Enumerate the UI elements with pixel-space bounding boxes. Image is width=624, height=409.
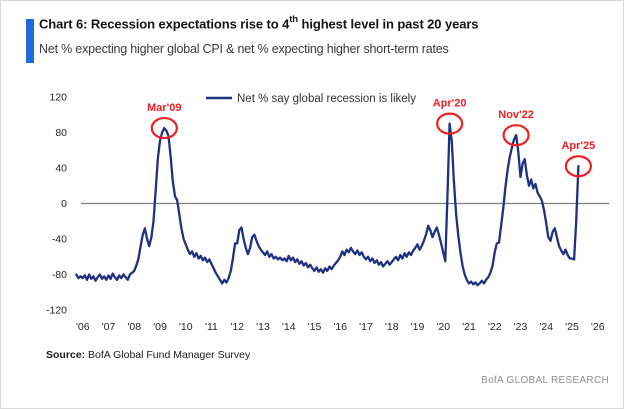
x-tick-label: '10 [179,321,193,333]
x-tick-label: '12 [230,321,244,333]
chart-title: Chart 6: Recession expectations rise to … [39,14,614,32]
x-tick-label: '15 [308,321,322,333]
x-tick-label: '18 [385,321,399,333]
source-label: Source: [46,349,86,361]
x-tick-label: '14 [282,321,296,333]
x-tick-label: '13 [256,321,270,333]
chart-title-superscript: th [289,14,298,25]
y-tick-label: 120 [49,92,67,104]
x-tick-label: '07 [102,321,116,333]
recession-line-series [75,122,580,287]
annotation-ellipse [564,155,592,178]
x-tick-label: '09 [153,321,167,333]
chart-canvas: Net % say global recession is likely 120… [46,92,609,333]
legend-label: Net % say global recession is likely [237,93,416,105]
annotation-ellipse [150,116,178,140]
x-tick-label: '06 [76,321,90,333]
annotation-ellipse [502,124,530,147]
x-tick-label: '25 [565,321,579,333]
y-tick-label: 0 [61,198,67,210]
source-note: Source: BofA Global Fund Manager Survey [46,349,250,361]
y-tick-label: -80 [52,269,67,281]
y-tick-label: -120 [46,305,67,317]
x-tick-label: '26 [591,321,605,333]
annotation-label: Mar'09 [147,102,181,114]
x-tick-label: '21 [462,321,476,333]
annotation-ellipse [436,112,464,135]
x-tick-label: '17 [359,321,373,333]
y-tick-label: 80 [55,127,67,139]
plot-layer: 120 80 40 0 -40 -80 -120 '06 '07 '08 '09 '10 '11 '12 '… [46,92,609,333]
chart-title-prefix: Chart 6: Recession expectations rise to … [39,16,290,32]
brand-mark: BofA GLOBAL RESEARCH [481,375,609,386]
x-tick-label: '24 [539,321,553,333]
y-tick-label: 40 [55,163,67,175]
annotation-label: Nov'22 [498,109,534,121]
y-tick-label: -40 [52,234,67,246]
x-tick-label: '23 [514,321,528,333]
x-tick-label: '11 [205,321,218,333]
annotation-label: Apr'20 [433,98,467,110]
source-text: BofA Global Fund Manager Survey [85,349,251,361]
x-tick-label: '22 [488,321,502,333]
chart-title-suffix: highest level in past 20 years [298,16,479,32]
title-accent-bar [26,19,34,63]
annotation-label: Apr'25 [561,140,595,152]
x-tick-label: '19 [411,321,425,333]
chart-subtitle: Net % expecting higher global CPI & net … [39,42,449,56]
x-tick-label: '16 [333,321,347,333]
x-tick-label: '08 [127,321,141,333]
x-tick-label: '20 [436,321,450,333]
